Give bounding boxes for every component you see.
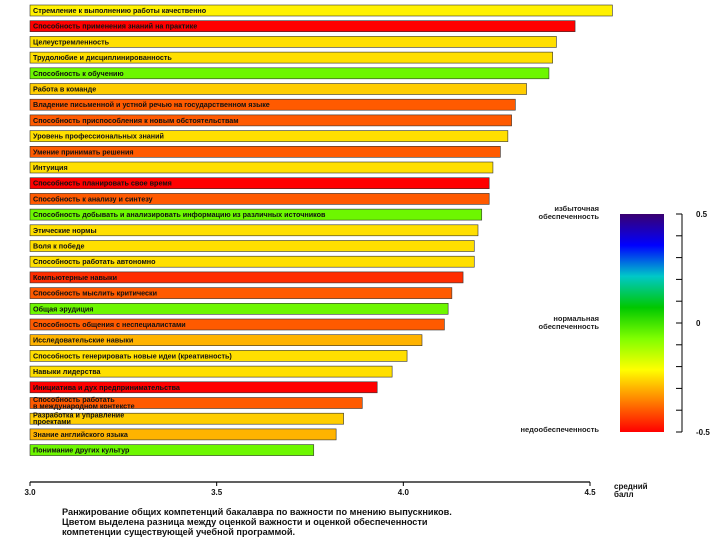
bar-label: Понимание других культур bbox=[33, 446, 130, 455]
x-tick-label: 3.5 bbox=[211, 488, 223, 497]
colorbar-gradient bbox=[620, 214, 664, 432]
colorbar-zone-label: нормальная обеспеченность bbox=[539, 314, 600, 331]
colorbar-ticks: 0.5 0 -0.5 bbox=[676, 210, 710, 437]
bar bbox=[29, 161, 494, 174]
bar-label: Владение письменной и устной речью на го… bbox=[33, 100, 270, 109]
bar bbox=[29, 444, 315, 456]
x-tick-label: 4.0 bbox=[398, 488, 410, 497]
x-axis-label: средний балл bbox=[614, 482, 648, 499]
bar-label-line: проектами bbox=[33, 417, 71, 426]
bar bbox=[29, 130, 509, 142]
bar bbox=[29, 67, 550, 80]
bar-label: Трудолюбие и дисциплинированность bbox=[33, 53, 172, 62]
bar bbox=[29, 193, 490, 205]
bar bbox=[29, 397, 363, 409]
colorbar-zone-labels: избыточная обеспеченность нормальная обеспе… bbox=[520, 204, 599, 434]
bar bbox=[29, 318, 445, 331]
bar-label: Способность работать автономно bbox=[33, 257, 156, 266]
bar bbox=[29, 177, 490, 189]
bar bbox=[29, 240, 475, 252]
bar-label: Способность применения знаний на практик… bbox=[33, 22, 197, 31]
bar bbox=[29, 271, 464, 284]
bar-label: Воля к победе bbox=[33, 242, 84, 251]
bar-label: Способность общения с неспециалистами bbox=[33, 320, 186, 329]
figure-caption: Ранжирование общих компетенций бакалавра… bbox=[62, 507, 662, 537]
colorbar-zone-label: недообеспеченность bbox=[520, 425, 599, 434]
bar bbox=[29, 146, 501, 158]
bar-label: Способность планировать свое время bbox=[33, 179, 172, 188]
bar-label-line: Способность работать bbox=[33, 395, 115, 404]
caption-line-1: Ранжирование общих компетенций бакалавра… bbox=[62, 507, 452, 517]
bar-label: Способность генерировать новые идеи (кре… bbox=[33, 351, 232, 360]
bar-label: Способность к анализу и синтезу bbox=[33, 194, 153, 203]
bar bbox=[29, 381, 378, 394]
bar bbox=[29, 302, 449, 315]
bar-label: Инициатива и дух предпринимательства bbox=[33, 383, 181, 392]
bar bbox=[29, 20, 576, 33]
bar bbox=[29, 334, 423, 347]
bar-label: Стремление к выполнению работы качествен… bbox=[33, 6, 207, 15]
bar bbox=[29, 255, 475, 268]
bar-label: Уровень профессиональных знаний bbox=[33, 132, 164, 141]
colorbar-tick-label: 0 bbox=[696, 319, 701, 328]
bar-label: Общая эрудиция bbox=[33, 304, 93, 313]
bar bbox=[29, 224, 479, 237]
caption-line-2: Цветом выделена разница между оценкой ва… bbox=[62, 517, 428, 527]
bar-label: Способность приспособления к новым обсто… bbox=[33, 116, 239, 125]
x-tick-labels: 3.0 3.5 4.0 4.5 bbox=[24, 482, 596, 497]
bar-label: Способность к обучению bbox=[33, 69, 124, 78]
x-tick-label: 3.0 bbox=[24, 488, 36, 497]
bar bbox=[29, 51, 553, 64]
bar-label-line: в международном контексте bbox=[33, 402, 135, 411]
bar-label: Исследовательские навыки bbox=[33, 336, 133, 345]
colorbar bbox=[620, 214, 683, 432]
bar-label: Этические нормы bbox=[33, 226, 97, 235]
bar-label: Знание английского языка bbox=[33, 430, 129, 439]
bar-label-line: Разработка и управление bbox=[33, 411, 124, 420]
bar-label: Умение принимать решения bbox=[33, 147, 134, 156]
bar-label: Работа в команде bbox=[33, 85, 96, 94]
colorbar-tick-label: 0.5 bbox=[696, 210, 708, 219]
bar-label: Навыки лидерства bbox=[33, 367, 102, 376]
bar bbox=[29, 412, 344, 425]
bar bbox=[29, 4, 613, 17]
caption-line-3: компетенции существующей учебной програм… bbox=[62, 527, 296, 537]
bar-label: Целеустремленность bbox=[33, 37, 110, 46]
bars-group: Стремление к выполнению работы качествен… bbox=[29, 4, 613, 456]
bar-label: Способность мыслить критически bbox=[33, 289, 157, 298]
bar bbox=[29, 287, 453, 299]
bar bbox=[29, 114, 512, 127]
bar-label: Интуиция bbox=[33, 163, 68, 172]
x-tick-label: 4.5 bbox=[584, 488, 596, 497]
bar-label: Компьютерные навыки bbox=[33, 273, 117, 282]
bar bbox=[29, 350, 408, 362]
bar bbox=[29, 83, 527, 95]
bar bbox=[29, 208, 483, 221]
colorbar-tick-label: -0.5 bbox=[696, 428, 710, 437]
bar-label: Способность добывать и анализировать инф… bbox=[33, 210, 326, 219]
bar bbox=[29, 98, 516, 111]
bar bbox=[29, 36, 557, 48]
bar bbox=[29, 428, 337, 441]
colorbar-zone-label: избыточная обеспеченность bbox=[539, 204, 600, 221]
bar bbox=[29, 365, 393, 378]
